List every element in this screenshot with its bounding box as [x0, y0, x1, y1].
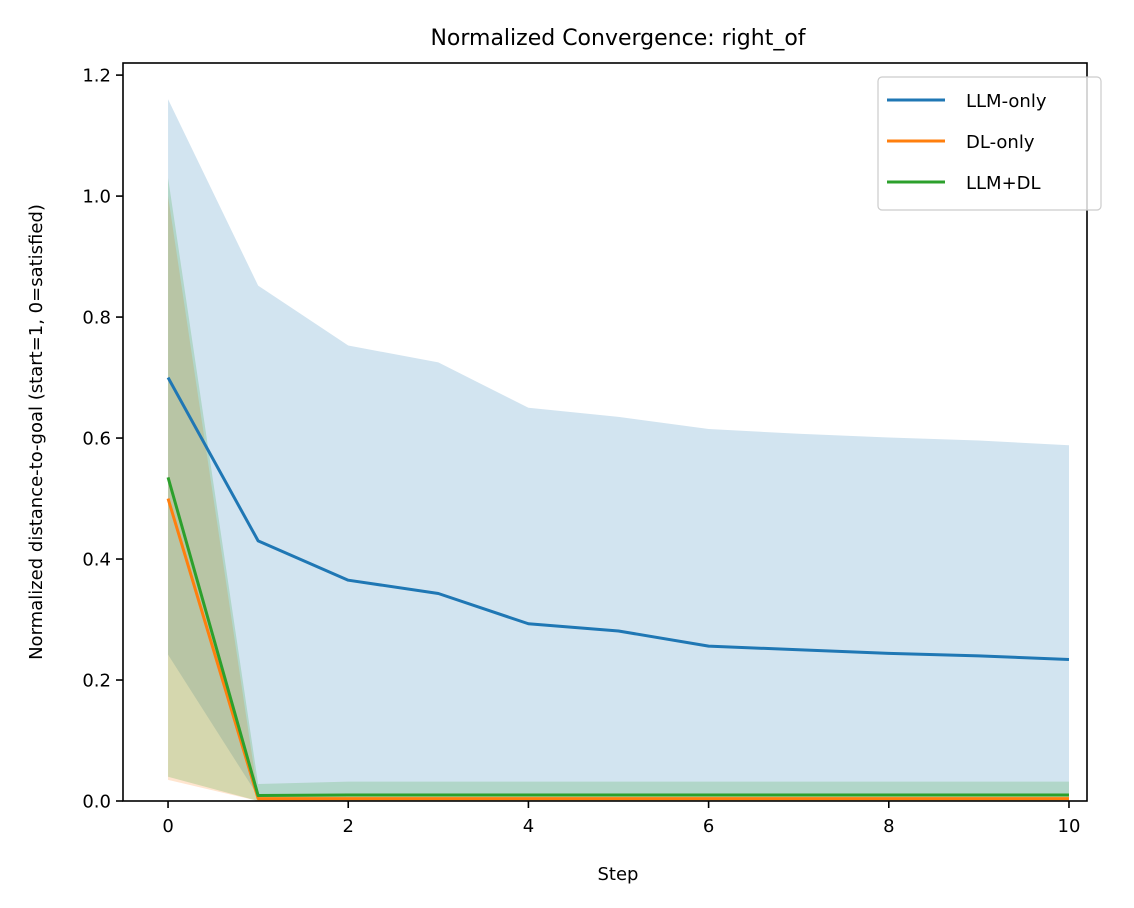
x-axis-ticks: 0 2 4 6 8 10 — [162, 801, 1080, 837]
x-tick-label: 4 — [523, 816, 534, 837]
band-llm-only — [168, 99, 1069, 797]
y-tick-label: 0.8 — [82, 308, 111, 329]
y-tick-label: 1.0 — [82, 187, 111, 208]
x-tick-label: 10 — [1058, 816, 1081, 837]
y-axis-label: Normalized distance-to-goal (start=1, 0=… — [26, 204, 47, 660]
series-lines — [166, 376, 1070, 801]
line-llm-dl — [166, 476, 1069, 798]
chart-title: Normalized Convergence: right_of — [430, 26, 806, 51]
confidence-bands — [168, 99, 1069, 801]
line-llm-only — [166, 376, 1070, 661]
y-tick-label: 0.0 — [82, 792, 111, 813]
legend-box — [877, 76, 1102, 211]
y-tick-label: 0.4 — [82, 550, 111, 571]
plot-frame — [122, 62, 1088, 802]
x-tick-label: 8 — [883, 816, 894, 837]
legend-label-dl-only: DL-only — [966, 132, 1035, 153]
legend-label-llm-dl: LLM+DL — [966, 173, 1041, 194]
line-dl-only — [166, 498, 1069, 801]
legend-label-llm-only: LLM-only — [966, 91, 1047, 112]
x-tick-label: 6 — [703, 816, 714, 837]
x-tick-label: 0 — [162, 816, 173, 837]
x-tick-label: 2 — [343, 816, 354, 837]
y-tick-label: 0.2 — [82, 671, 111, 692]
legend: LLM-only DL-only LLM+DL — [877, 76, 1102, 211]
x-axis-label: Step — [598, 864, 639, 885]
y-tick-label: 1.2 — [82, 66, 111, 87]
y-tick-label: 0.6 — [82, 429, 111, 450]
y-axis-ticks: 0.0 0.2 0.4 0.6 0.8 1.0 1.2 — [82, 66, 123, 813]
